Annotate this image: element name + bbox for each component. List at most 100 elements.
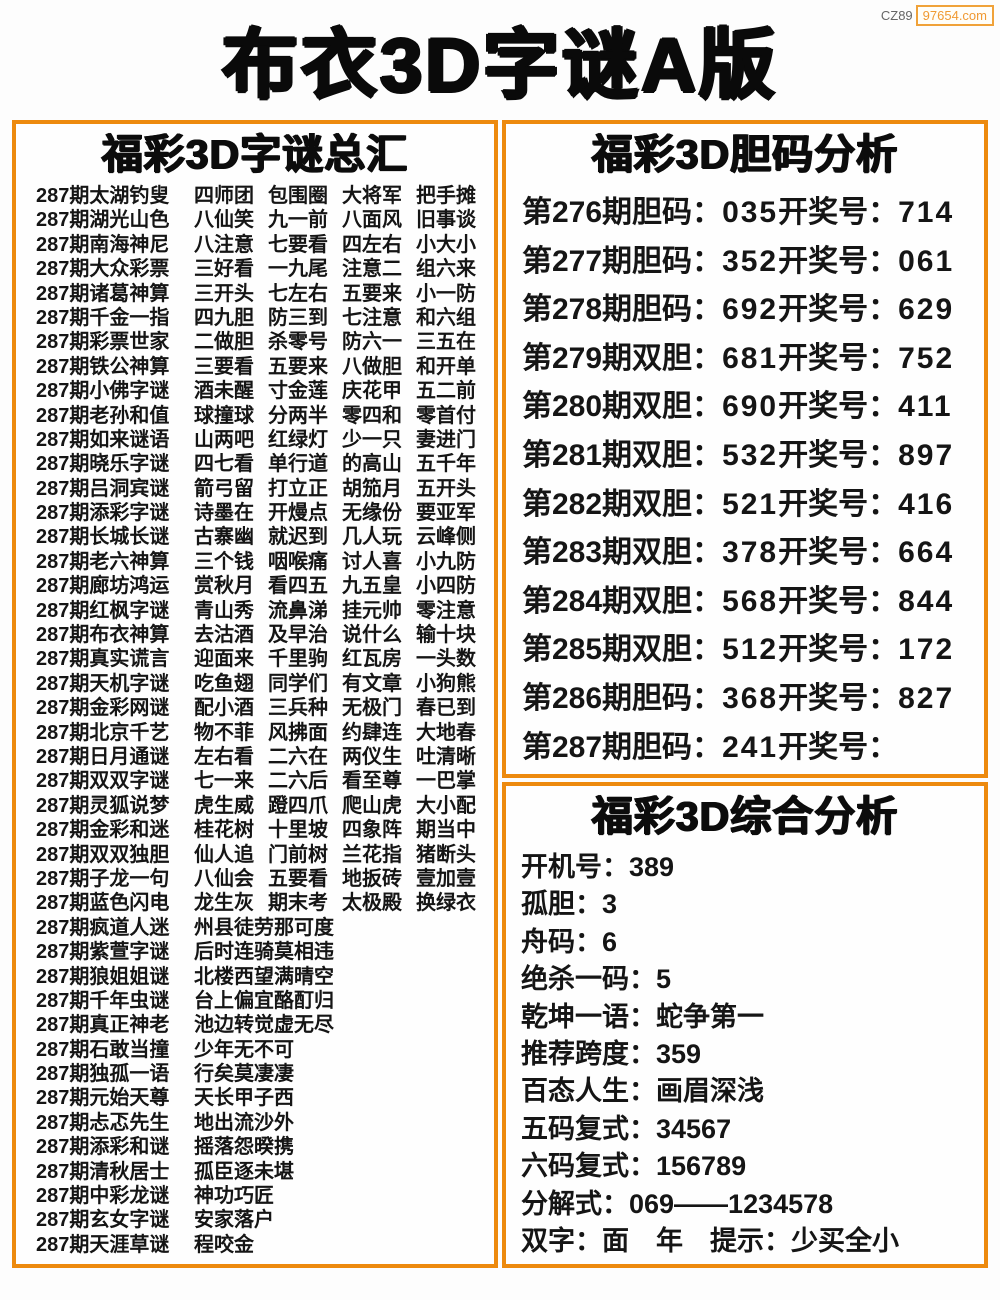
puzzle-word — [342, 940, 416, 964]
puzzle-word: 配小酒 — [194, 697, 254, 720]
puzzle-word — [416, 1160, 490, 1184]
analysis-row: 乾坤一语：蛇争第一 — [521, 999, 974, 1036]
puzzle-source-label: 287期添彩和谜 — [36, 1136, 170, 1159]
puzzle-word: 三五在 — [416, 331, 476, 354]
puzzle-source-label: 287期吕洞宾谜 — [36, 477, 170, 500]
puzzle-word: 四左右 — [342, 233, 402, 256]
puzzle-word: 兰花指 — [342, 843, 402, 866]
puzzle-source-label: 287期天机字谜 — [36, 672, 170, 695]
danma-draw-label: 开奖号： — [778, 438, 899, 472]
danma-code-group: 第283期双胆：378 — [522, 529, 778, 578]
danma-draw-group: 开奖号：416 — [778, 481, 970, 530]
puzzle-source-label: 287期彩票世家 — [36, 331, 170, 354]
puzzle-word: 安家落户 — [194, 1209, 274, 1232]
puzzle-word — [416, 1038, 490, 1062]
puzzle-source-label: 287期太湖钓叟 — [36, 185, 170, 207]
puzzle-row: 287期廊坊鸿运 赏秋月 看四五 九五皇 小四防 — [36, 574, 490, 598]
puzzle-word — [268, 1208, 342, 1232]
puzzle-word: 台上偏宜酪酊归 — [194, 989, 334, 1012]
puzzle-source-label: 287期日月通谜 — [36, 745, 170, 768]
puzzle-row: 287期千年虫谜 台上偏宜酪酊归 — [36, 989, 490, 1013]
puzzle-word: 少年无不可 — [194, 1038, 294, 1061]
analysis-row: 五码复式：34567 — [521, 1111, 974, 1148]
puzzle-word: 零四和 — [342, 404, 402, 427]
danma-code-group: 第284期双胆：568 — [522, 578, 778, 627]
puzzle-word: 把手摊 — [416, 185, 476, 207]
danma-draw-label: 开奖号： — [778, 536, 899, 570]
puzzle-word: 同学们 — [268, 672, 328, 695]
puzzle-word: 小狗熊 — [416, 672, 476, 695]
danma-period-label: 第280期双胆： — [522, 390, 723, 424]
puzzle-word: 七左右 — [268, 282, 328, 305]
puzzle-word: 一巴掌 — [416, 770, 476, 793]
danma-code-value: 690 — [722, 390, 779, 424]
puzzle-word — [342, 1013, 416, 1037]
danma-draw-value: 844 — [898, 584, 955, 618]
puzzle-source-label: 287期疯道人迷 — [36, 916, 170, 939]
puzzle-word: 单行道 — [268, 453, 328, 476]
page-title: 布衣3D字谜A版 — [221, 23, 779, 108]
puzzle-word — [342, 1111, 416, 1135]
puzzle-word: 九一前 — [268, 209, 328, 232]
puzzle-row: 287期老孙和值 球撞球 分两半 零四和 零首付 — [36, 404, 490, 428]
puzzle-word: 大小配 — [416, 794, 476, 817]
puzzle-word: 期末考 — [268, 892, 328, 915]
analysis-label: 孤胆： — [521, 889, 602, 920]
danma-code-value: 681 — [722, 341, 779, 375]
danma-draw-value: 752 — [898, 341, 955, 375]
analysis-label: 六码复式： — [521, 1151, 656, 1182]
puzzle-word: 四象阵 — [342, 819, 402, 842]
puzzle-word: 小一防 — [416, 282, 476, 305]
analysis-row: 双字：面 年 提示：少买全小 — [521, 1223, 974, 1260]
puzzle-source-label: 287期石敢当撞 — [36, 1038, 170, 1061]
puzzle-source-label: 287期湖光山色 — [36, 209, 170, 232]
danma-row: 第287期胆码：241 开奖号： — [522, 724, 970, 773]
puzzle-word: 五千年 — [416, 453, 476, 476]
puzzle-word: 桂花树 — [194, 819, 254, 842]
analysis-label: 舟码： — [521, 926, 602, 957]
puzzle-word: 球撞球 — [194, 404, 254, 427]
puzzle-source-label: 287期千年虫谜 — [36, 989, 170, 1012]
puzzle-row: 287期彩票世家 二做胆 杀零号 防六一 三五在 — [36, 330, 490, 354]
puzzle-word — [342, 1135, 416, 1159]
analysis-value: 34567 — [656, 1113, 732, 1144]
puzzle-word: 酒未醒 — [194, 380, 254, 403]
danma-draw-label: 开奖号： — [778, 390, 899, 424]
analysis-label: 百态人生： — [521, 1076, 656, 1107]
puzzle-word — [268, 1086, 342, 1110]
analysis-value: 156789 — [656, 1151, 747, 1182]
danma-code-group: 第287期胆码：241 — [522, 724, 778, 773]
puzzle-word: 大将军 — [342, 185, 402, 207]
puzzle-source-label: 287期诸葛神算 — [36, 282, 170, 305]
danma-period-label: 第277期胆码： — [522, 244, 723, 278]
danma-draw-label: 开奖号： — [778, 341, 899, 375]
puzzle-word: 无极门 — [342, 697, 402, 720]
puzzle-source-label: 287期双双独胆 — [36, 843, 170, 866]
danma-draw-group: 开奖号：629 — [778, 286, 970, 335]
puzzle-word — [268, 1013, 342, 1037]
puzzle-word: 看至尊 — [342, 770, 402, 793]
danma-draw-label: 开奖号： — [778, 244, 899, 278]
puzzle-source-label: 287期大众彩票 — [36, 258, 170, 281]
puzzle-word: 零注意 — [416, 599, 476, 622]
puzzle-word: 庆花甲 — [342, 380, 402, 403]
puzzle-word: 四七看 — [194, 453, 254, 476]
puzzle-word: 和六组 — [416, 306, 476, 329]
puzzle-word: 说什么 — [342, 624, 402, 647]
puzzle-word: 的高山 — [342, 453, 402, 476]
puzzle-word — [416, 940, 490, 964]
danma-draw-value: 664 — [898, 536, 955, 570]
puzzle-word: 猪断头 — [416, 843, 476, 866]
puzzle-word: 十里坡 — [268, 819, 328, 842]
puzzle-word: 门前树 — [268, 843, 328, 866]
danma-period-label: 第284期双胆： — [522, 584, 723, 618]
analysis-value: 蛇争第一 — [656, 1001, 764, 1032]
puzzle-word — [342, 1038, 416, 1062]
comprehensive-analysis-panel: 福彩3D综合分析 开机号：389 孤胆：3 舟码：6 绝杀一码：5 乾坤一语：蛇… — [502, 782, 988, 1268]
puzzle-word — [268, 1184, 342, 1208]
puzzle-source-label: 287期金彩网谜 — [36, 697, 170, 720]
puzzle-word: 左右看 — [194, 745, 254, 768]
puzzle-word: 流鼻涕 — [268, 599, 328, 622]
analysis-value: 6 — [602, 926, 618, 957]
puzzle-word: 二六在 — [268, 745, 328, 768]
